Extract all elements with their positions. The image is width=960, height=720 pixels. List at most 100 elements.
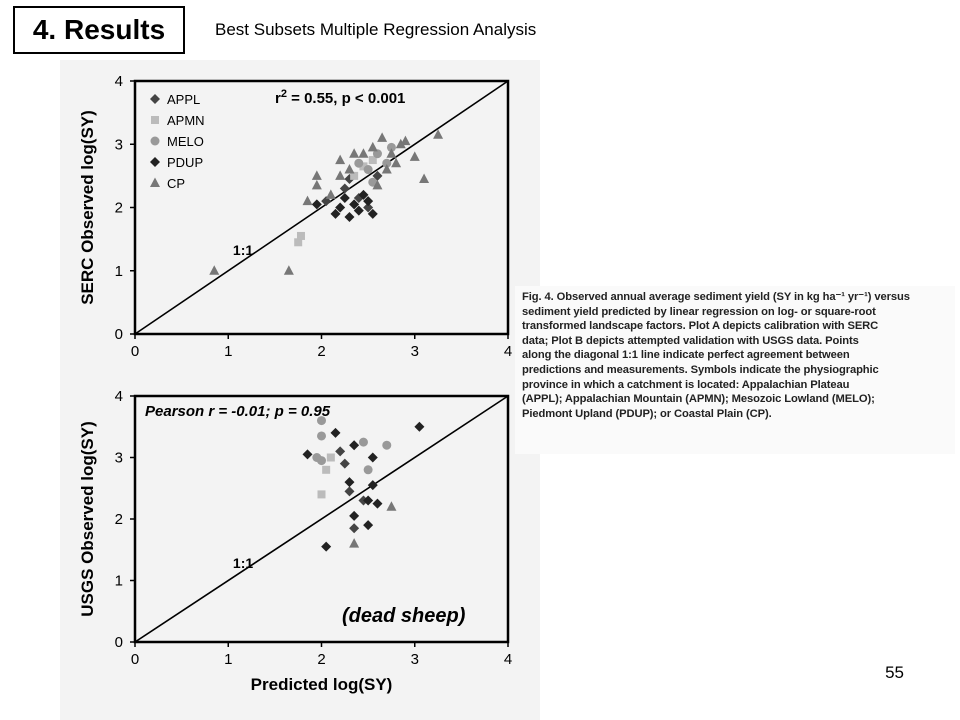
data-point-cp (367, 141, 378, 152)
data-point-pdup (358, 189, 369, 200)
data-point-pdup (349, 510, 360, 521)
y-axis-label: SERC Observed log(SY) (78, 110, 97, 305)
data-point-pdup (311, 199, 322, 210)
y-tick-label: 2 (115, 200, 123, 217)
data-point-apmn (317, 490, 326, 499)
y-tick-label: 0 (115, 326, 123, 343)
data-point-pdup (363, 520, 374, 531)
validation-scatter-chart: 0 1 2 3 4 0 1 2 3 4 USGS Observed log(SY) Predicted… (78, 388, 512, 694)
data-point-pdup (349, 199, 360, 210)
caption-line: province in which a catchment is located… (522, 378, 850, 391)
y-tick-label: 4 (115, 388, 123, 405)
data-point-melo (317, 416, 326, 426)
caption-line: (APPL); Appalachian Mountain (APMN); Mes… (522, 393, 875, 406)
slide-title: 4. Results (13, 6, 185, 54)
slide-subtitle: Best Subsets Multiple Regression Analysi… (215, 20, 537, 39)
data-point-pdup (363, 196, 374, 207)
data-point-melo (354, 158, 364, 168)
legend-marker-appl (150, 94, 160, 104)
data-point-melo (386, 142, 396, 152)
data-point-cp (283, 265, 294, 275)
calibration-scatter-chart: 0 1 2 3 4 0 1 2 3 4 SERC Observed log(SY) r2 = 0.55… (78, 73, 512, 360)
data-point-melo (312, 453, 322, 462)
scanned-page-background (60, 60, 540, 720)
y-tick-label: 4 (115, 73, 123, 90)
x-tick-label: 3 (411, 651, 419, 668)
one-to-one-line (134, 80, 509, 335)
annotation-dead-sheep: (dead sheep) (342, 605, 466, 627)
data-point-melo (363, 165, 373, 175)
data-point-pdup (363, 495, 374, 506)
caption-line: transformed landscape factors. Plot A de… (522, 320, 879, 333)
x-tick-label: 1 (224, 343, 232, 360)
data-point-apmn (326, 453, 335, 462)
data-point-apmn (350, 171, 359, 180)
figure-caption: Fig. 4. Observed annual average sediment… (522, 290, 952, 421)
y-tick-label: 3 (115, 450, 123, 467)
y-axis-label: USGS Observed log(SY) (78, 421, 97, 617)
data-point-cp (372, 179, 383, 190)
data-point-cp (349, 148, 360, 158)
legend-marker-melo (150, 136, 160, 146)
data-point-apmn (294, 238, 303, 247)
data-point-cp (209, 265, 220, 275)
legend-label-appl: APPL (167, 92, 200, 107)
legend-marker-apmn (151, 116, 159, 124)
data-point-cp (302, 195, 313, 206)
data-point-cp (335, 170, 346, 180)
data-point-appl (335, 446, 346, 457)
data-point-pdup (335, 202, 346, 213)
legend-label-cp: CP (167, 176, 185, 191)
caption-line: sediment yield predicted by linear regre… (522, 305, 876, 318)
data-point-pdup (372, 498, 383, 509)
caption-line: data; Plot B depicts attempted validatio… (522, 334, 859, 347)
data-point-cp (395, 138, 406, 149)
data-point-apmn (368, 156, 377, 165)
stats-annotation: Pearson r = -0.01; p = 0.95 (145, 403, 331, 420)
caption-line: along the diagonal 1:1 line indicate per… (522, 349, 850, 362)
data-point-apmn (359, 162, 368, 171)
x-tick-label: 2 (317, 651, 325, 668)
one-to-one-label: 1:1 (233, 555, 253, 571)
y-tick-label: 1 (115, 263, 123, 280)
data-point-cp (386, 148, 397, 158)
x-tick-label: 0 (131, 343, 139, 360)
data-point-melo (317, 431, 326, 441)
data-point-pdup (339, 193, 350, 204)
one-to-one-label: 1:1 (233, 242, 253, 258)
legend-label-melo: MELO (167, 134, 204, 149)
data-point-pdup (344, 211, 355, 222)
data-point-cp (381, 164, 392, 174)
data-point-melo (372, 149, 382, 159)
caption-background (515, 286, 955, 454)
data-point-apmn (322, 465, 331, 474)
legend-marker-cp (150, 177, 160, 187)
data-point-pdup (302, 449, 313, 460)
data-point-pdup (353, 205, 364, 216)
data-point-pdup (367, 208, 378, 219)
data-point-cp (358, 148, 369, 158)
data-point-cp (349, 538, 360, 548)
data-point-cp (325, 189, 336, 199)
y-tick-label: 3 (115, 136, 123, 153)
data-point-melo (358, 437, 368, 447)
x-tick-label: 2 (317, 343, 325, 360)
x-tick-label: 0 (131, 651, 139, 668)
one-to-one-line (134, 395, 509, 643)
stats-annotation: r2 = 0.55, p < 0.001 (275, 88, 405, 107)
legend-label-pdup: PDUP (167, 155, 203, 170)
y-tick-label: 0 (115, 634, 123, 651)
data-point-melo (382, 158, 392, 168)
x-tick-label: 3 (411, 343, 419, 360)
data-point-pdup (330, 208, 341, 219)
data-point-pdup (330, 427, 341, 438)
data-point-pdup (367, 452, 378, 463)
data-point-pdup (344, 477, 355, 488)
x-tick-label: 4 (504, 651, 512, 668)
data-point-cp (311, 179, 322, 190)
data-point-cp (419, 173, 430, 184)
caption-line: predictions and measurements. Symbols in… (522, 363, 879, 376)
data-point-appl (344, 486, 355, 497)
x-axis-label: Predicted log(SY) (251, 675, 393, 694)
data-point-appl (363, 202, 374, 213)
